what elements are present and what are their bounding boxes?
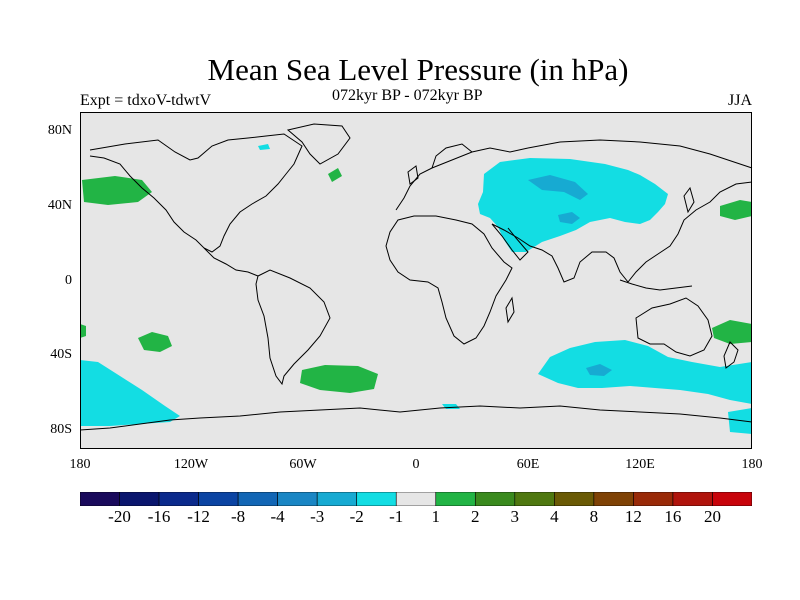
colorbar <box>80 492 752 506</box>
anomaly-core-tibet <box>558 212 580 224</box>
lon-label-0: 0 <box>412 457 420 472</box>
coast-greenland <box>286 123 351 165</box>
lat-label-40n: 40N <box>47 198 72 213</box>
lon-label-120w: 120W <box>173 457 209 472</box>
map-title: Mean Sea Level Pressure (in hPa) <box>207 52 629 87</box>
colorbar-label: -20 <box>108 507 131 526</box>
anomaly-region-south-pacific <box>80 360 180 426</box>
period-label: 072kyr BP - 072kyr BP <box>332 87 483 104</box>
lat-label-0: 0 <box>65 273 72 288</box>
season-label: JJA <box>727 92 752 109</box>
colorbar-swatch <box>198 492 239 506</box>
colorbar-label: -2 <box>349 507 364 526</box>
lat-label-40s: 40S <box>50 347 72 362</box>
coast-uk <box>407 165 419 185</box>
coastline-layer <box>80 123 753 431</box>
lat-label-80s: 80S <box>50 422 72 437</box>
colorbar-label: -1 <box>389 507 404 526</box>
map-frame <box>80 112 752 449</box>
anomaly-region-east-pacific <box>138 332 172 352</box>
anomaly-region-southern-indian <box>538 340 752 404</box>
coast-africa <box>385 215 513 345</box>
colorbar-swatch <box>356 492 397 506</box>
lon-label-60e: 60E <box>516 457 540 472</box>
anomaly-region-northwest-pacific <box>720 200 752 220</box>
colorbar-label: 12 <box>624 507 642 526</box>
coast-new-zealand <box>723 341 739 369</box>
colorbar-label: 2 <box>471 507 480 526</box>
colorbar-swatch <box>712 492 752 506</box>
colorbar-swatch <box>672 492 713 506</box>
coast-madagascar <box>505 296 515 324</box>
coast-antarctica <box>80 405 753 431</box>
coast-north-america <box>89 133 303 253</box>
lat-label-80n: 80N <box>47 123 72 138</box>
colorbar-swatch <box>633 492 674 506</box>
pressure-map <box>80 112 753 449</box>
coast-australia <box>635 297 713 357</box>
coast-south-america <box>255 269 331 386</box>
lon-label-180e: 180 <box>741 457 763 472</box>
colorbar-swatch <box>514 492 555 506</box>
colorbar-swatch <box>435 492 476 506</box>
colorbar-label: -8 <box>231 507 246 526</box>
colorbar-label: -16 <box>147 507 171 526</box>
colorbar-label: -12 <box>187 507 210 526</box>
coast-indonesia <box>619 279 693 291</box>
colorbar-label: 20 <box>704 507 721 526</box>
colorbar-swatch <box>80 492 120 506</box>
colorbar-label: 16 <box>664 507 682 526</box>
anomaly-region-greenland-cyan <box>258 144 270 150</box>
coast-japan <box>683 186 695 214</box>
experiment-label: Expt = tdxoV-tdwtV <box>80 92 212 109</box>
colorbar-label: -4 <box>270 507 285 526</box>
colorbar-label: 4 <box>550 507 559 526</box>
anomaly-region-west-edge <box>80 324 86 338</box>
colorbar-label: 1 <box>431 507 441 526</box>
colorbar-swatch <box>237 492 278 506</box>
colorbar-swatch <box>474 492 516 506</box>
colorbar-swatch <box>277 492 318 506</box>
coast-central-america <box>203 247 259 277</box>
colorbar-label: -3 <box>310 507 325 526</box>
coast-scandinavia <box>431 143 473 169</box>
anomaly-region-north-pacific <box>82 176 152 205</box>
coast-arabia <box>491 223 529 261</box>
anomaly-region-asia <box>478 158 668 252</box>
colorbar-swatch <box>395 492 437 506</box>
anomaly-region-south-atlantic <box>300 365 378 393</box>
colorbar-label: 8 <box>589 507 599 526</box>
lon-label-180w: 180 <box>69 457 91 472</box>
coast-asia <box>491 139 753 283</box>
anomaly-fill-layer <box>80 144 752 434</box>
colorbar-swatch <box>119 492 160 506</box>
anomaly-core-asia <box>528 175 588 200</box>
colorbar-swatch <box>316 492 358 506</box>
anomaly-region-tasman <box>712 320 752 344</box>
colorbar-label: 3 <box>510 507 520 526</box>
colorbar-swatch <box>554 492 595 506</box>
colorbar-swatch <box>158 492 199 506</box>
lon-label-120e: 120E <box>625 457 655 472</box>
coast-europe <box>395 147 529 211</box>
lon-label-60w: 60W <box>289 457 317 472</box>
anomaly-region-greenland-east <box>328 168 342 182</box>
colorbar-swatch <box>593 492 634 506</box>
anomaly-core-southern-indian <box>586 364 612 376</box>
